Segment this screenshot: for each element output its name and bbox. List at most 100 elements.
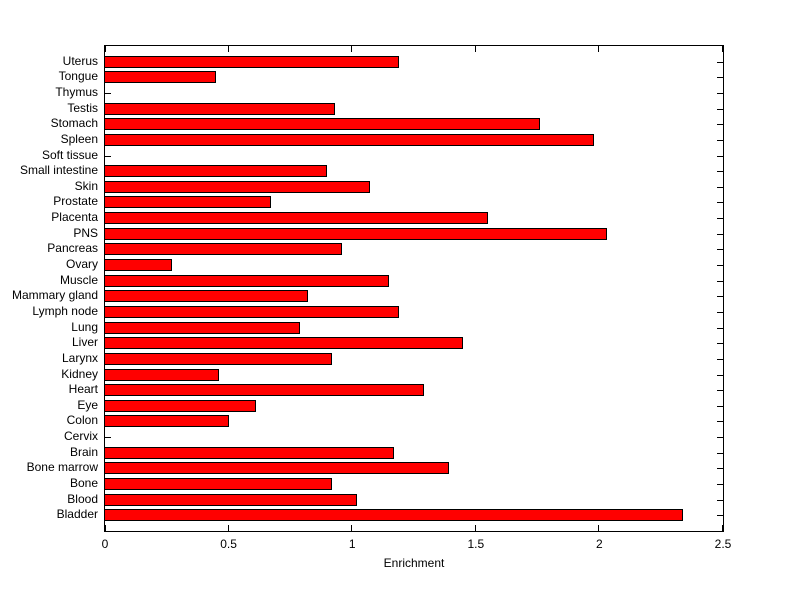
y-tick-right bbox=[717, 499, 723, 501]
y-tick-left bbox=[105, 437, 111, 439]
y-tick-right bbox=[717, 77, 723, 79]
y-tick-label: PNS bbox=[73, 225, 98, 240]
x-tick-top bbox=[474, 46, 476, 52]
y-tick-label: Uterus bbox=[62, 53, 98, 68]
bar bbox=[105, 133, 595, 146]
y-tick-right bbox=[717, 280, 723, 282]
bar bbox=[105, 384, 424, 397]
y-tick-right bbox=[717, 468, 723, 470]
x-tick-label: 1.5 bbox=[467, 537, 485, 551]
y-tick-label: Testis bbox=[67, 100, 98, 115]
x-tick-bottom bbox=[105, 525, 106, 531]
x-tick-label: 0 bbox=[101, 537, 109, 551]
bar bbox=[105, 462, 449, 475]
y-tick-right bbox=[717, 124, 723, 126]
x-tick-label: 0.5 bbox=[220, 537, 237, 551]
y-tick-right bbox=[717, 171, 723, 173]
y-tick-label: Brain bbox=[69, 444, 98, 459]
bar bbox=[105, 118, 541, 131]
y-tick-right bbox=[717, 92, 723, 94]
bar bbox=[105, 227, 607, 240]
y-tick-right bbox=[717, 155, 723, 157]
bar bbox=[105, 71, 217, 84]
y-tick-label: Larynx bbox=[61, 350, 98, 365]
y-tick-label: Bone marrow bbox=[26, 460, 98, 475]
y-tick-label: Blood bbox=[67, 491, 98, 506]
y-tick-right bbox=[717, 265, 723, 267]
bar bbox=[105, 478, 333, 491]
x-tick-bottom bbox=[598, 525, 600, 531]
y-tick-right bbox=[717, 233, 723, 235]
bar bbox=[105, 55, 400, 68]
y-tick-right bbox=[717, 218, 723, 220]
bar bbox=[105, 305, 400, 318]
y-tick-label: Cervix bbox=[63, 429, 98, 444]
y-tick-label: Stomach bbox=[50, 116, 98, 131]
y-tick-right bbox=[717, 405, 723, 407]
bar bbox=[105, 243, 343, 256]
y-tick-label: Thymus bbox=[55, 84, 98, 99]
y-tick-right bbox=[717, 186, 723, 188]
x-tick-label: 2.5 bbox=[714, 537, 732, 551]
bar bbox=[105, 446, 395, 459]
y-tick-label: Lung bbox=[71, 319, 98, 334]
y-tick-label: Ovary bbox=[65, 257, 98, 272]
bar bbox=[105, 368, 219, 381]
x-tick-top bbox=[227, 46, 229, 52]
y-tick-label: Liver bbox=[71, 335, 98, 350]
y-tick-label: Bladder bbox=[56, 507, 98, 522]
y-tick-right bbox=[717, 249, 723, 251]
bar bbox=[105, 509, 684, 522]
y-tick-label: Mammary gland bbox=[11, 288, 98, 303]
x-tick-top bbox=[105, 46, 106, 52]
y-tick-right bbox=[717, 437, 723, 439]
x-tick-top bbox=[351, 46, 353, 52]
y-tick-right bbox=[717, 358, 723, 360]
y-tick-label: Lymph node bbox=[32, 303, 98, 318]
y-tick-label: Skin bbox=[74, 178, 98, 193]
y-tick-right bbox=[717, 327, 723, 329]
bar bbox=[105, 165, 328, 178]
plot-area: Uterus Tongue Thymus Testis Stomach Spleen Sof… bbox=[12, 45, 731, 551]
y-tick-right bbox=[717, 343, 723, 345]
bar bbox=[105, 259, 172, 272]
x-tick-bottom bbox=[351, 525, 353, 531]
y-tick-label: Colon bbox=[66, 413, 98, 428]
y-tick-right bbox=[717, 108, 723, 110]
bar bbox=[105, 321, 301, 334]
y-tick-label: Eye bbox=[77, 397, 98, 412]
bar bbox=[105, 415, 229, 428]
bar bbox=[105, 337, 464, 350]
bar bbox=[105, 352, 333, 365]
y-tick-right bbox=[717, 390, 723, 392]
x-tick-top bbox=[722, 46, 723, 52]
x-tick-label: 2 bbox=[596, 537, 603, 551]
bar bbox=[105, 399, 256, 412]
bar bbox=[105, 290, 308, 303]
y-tick-label: Kidney bbox=[61, 366, 98, 381]
y-tick-right bbox=[717, 452, 723, 454]
bar bbox=[105, 196, 271, 209]
y-tick-left bbox=[105, 92, 111, 94]
x-tick-label: 1 bbox=[348, 537, 356, 551]
y-tick-right bbox=[717, 515, 723, 517]
y-tick-right bbox=[717, 484, 723, 486]
y-tick-label: Placenta bbox=[51, 210, 98, 225]
y-tick-right bbox=[717, 61, 723, 63]
bar bbox=[105, 180, 370, 193]
bar bbox=[105, 274, 390, 287]
y-tick-right bbox=[717, 374, 723, 376]
bar bbox=[105, 493, 358, 506]
y-tick-label: Soft tissue bbox=[41, 147, 98, 162]
x-tick-bottom bbox=[474, 525, 476, 531]
y-tick-label: Bone bbox=[69, 476, 98, 491]
x-axis-title: Enrichment bbox=[383, 556, 445, 570]
y-tick-label: Muscle bbox=[59, 272, 98, 287]
bar bbox=[105, 212, 489, 225]
y-tick-label: Small intestine bbox=[19, 163, 98, 178]
y-tick-right bbox=[717, 139, 723, 141]
x-tick-top bbox=[598, 46, 600, 52]
bar bbox=[105, 102, 335, 115]
y-tick-label: Heart bbox=[68, 382, 98, 397]
